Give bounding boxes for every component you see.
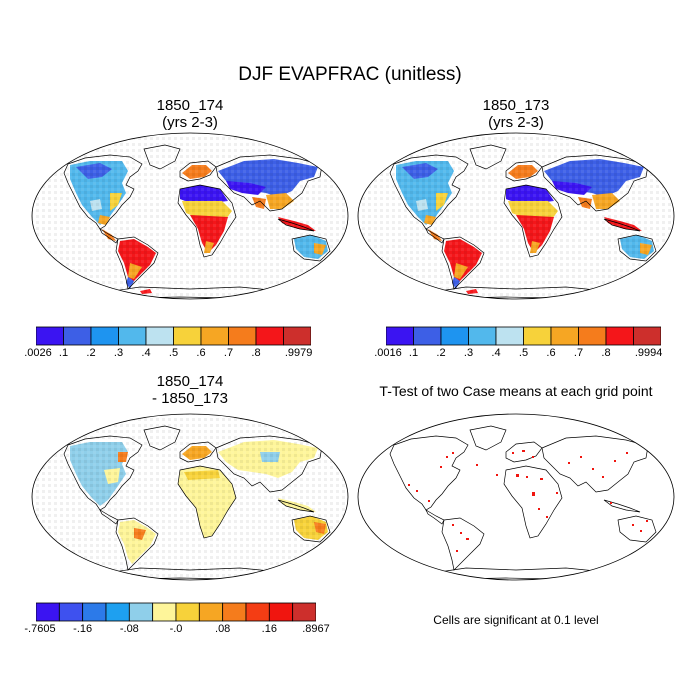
cb1-swatch <box>63 326 92 346</box>
cb2-swatch <box>468 326 497 346</box>
map-panel-1 <box>31 132 349 300</box>
panel-4-title-line1: T-Test of two Case means at each grid po… <box>379 383 653 399</box>
cb3-tick-label: .8967 <box>302 623 330 635</box>
panel-1-title-line2: (yrs 2-3) <box>162 114 218 131</box>
map-panel-4 <box>357 413 675 581</box>
cb2-swatch <box>605 326 634 346</box>
colorbar-1 <box>36 326 311 346</box>
cb1-tick-label: .6 <box>196 347 206 359</box>
panel-2-title: 1850_173 (yrs 2-3) <box>356 97 676 131</box>
colorbar-3 <box>36 602 316 622</box>
cb2-tick-label: .9994 <box>634 347 663 359</box>
cb1-tick-label: .1 <box>58 347 69 359</box>
cb3-tick-label: -.7605 <box>24 623 56 635</box>
colorbar-2 <box>386 326 661 346</box>
panel-3-title: 1850_174 - 1850_173 <box>30 373 350 407</box>
cb3-tick-label: .16 <box>261 623 277 635</box>
cb2-swatch <box>440 326 469 346</box>
cb1-swatch <box>36 326 64 346</box>
cb2-swatch <box>386 326 414 346</box>
cb3-tick-label: .08 <box>215 623 231 635</box>
cb2-swatch <box>633 326 661 346</box>
cb2-tick-label: .3 <box>463 347 474 359</box>
cb3-swatch <box>128 602 154 622</box>
panel-4-title: T-Test of two Case means at each grid po… <box>356 383 676 400</box>
cb2-swatch <box>523 326 552 346</box>
cb2-swatch <box>550 326 579 346</box>
cb1-tick-label: .3 <box>113 347 124 359</box>
panel-1-title-line1: 1850_174 <box>156 97 224 114</box>
cb2-tick-label: .7 <box>573 347 584 359</box>
cb2-tick-label: .6 <box>546 347 556 359</box>
cb2-tick-label: .8 <box>601 347 611 359</box>
ttest-note: Cells are significant at 0.1 level <box>433 613 599 627</box>
cb3-swatch <box>222 602 247 622</box>
cb3-swatch <box>175 602 200 622</box>
cb1-swatch <box>90 326 119 346</box>
cb2-swatch <box>495 326 524 346</box>
cb1-tick-label: .7 <box>223 347 234 359</box>
panel-2-title-line2: (yrs 2-3) <box>488 114 544 131</box>
cb3-swatch <box>198 602 224 622</box>
cb1-tick-label: .4 <box>141 347 151 359</box>
cb1-swatch <box>145 326 174 346</box>
cb1-swatch <box>283 326 311 346</box>
cb1-swatch <box>228 326 257 346</box>
cb2-tick-label: .1 <box>408 347 419 359</box>
cb2-tick-label: .5 <box>518 347 529 359</box>
cb2-swatch <box>413 326 442 346</box>
panel-1-title: 1850_174 (yrs 2-3) <box>30 97 350 131</box>
cb2-tick-label: .0016 <box>374 347 402 359</box>
cb1-tick-label: .5 <box>168 347 179 359</box>
map-panel-3 <box>31 413 349 581</box>
colorbar-1-ticks: .0026 .1 .2 .3 .4 .5 .6 .7 .8 .9979 <box>24 347 313 361</box>
cb1-tick-label: .9979 <box>284 347 313 359</box>
cb2-swatch <box>578 326 607 346</box>
cb2-tick-label: .2 <box>436 347 446 359</box>
map-panel-2 <box>357 132 675 300</box>
cb3-tick-label: -.08 <box>119 623 139 635</box>
cb1-swatch <box>255 326 284 346</box>
cb1-tick-label: .2 <box>86 347 96 359</box>
cb3-swatch <box>36 602 60 622</box>
panel-2-title-line1: 1850_173 <box>482 97 550 114</box>
main-title: DJF EVAPFRAC (unitless) <box>238 64 462 85</box>
panel-3-title-line1: 1850_174 <box>156 373 224 390</box>
cb2-tick-label: .4 <box>491 347 501 359</box>
cb1-swatch <box>118 326 147 346</box>
cb1-tick-label: .0026 <box>24 347 52 359</box>
cb3-tick-label: -.16 <box>73 623 93 635</box>
cb1-swatch <box>200 326 229 346</box>
cb3-swatch <box>105 602 130 622</box>
cb3-swatch <box>292 602 316 622</box>
cb3-tick-label: -.0 <box>169 623 183 635</box>
cb1-tick-label: .8 <box>251 347 261 359</box>
colorbar-2-ticks: .0016 .1 .2 .3 .4 .5 .6 .7 .8 .9994 <box>374 347 663 361</box>
cb3-swatch <box>152 602 177 622</box>
cb3-swatch <box>58 602 84 622</box>
panel-3-title-line2: - 1850_173 <box>152 390 228 407</box>
cb3-swatch <box>268 602 294 622</box>
colorbar-3-ticks: -.7605 -.16 -.08 -.0 .08 .16 .8967 <box>24 623 329 637</box>
cb1-swatch <box>173 326 202 346</box>
cb3-swatch <box>82 602 107 622</box>
cb3-swatch <box>245 602 270 622</box>
